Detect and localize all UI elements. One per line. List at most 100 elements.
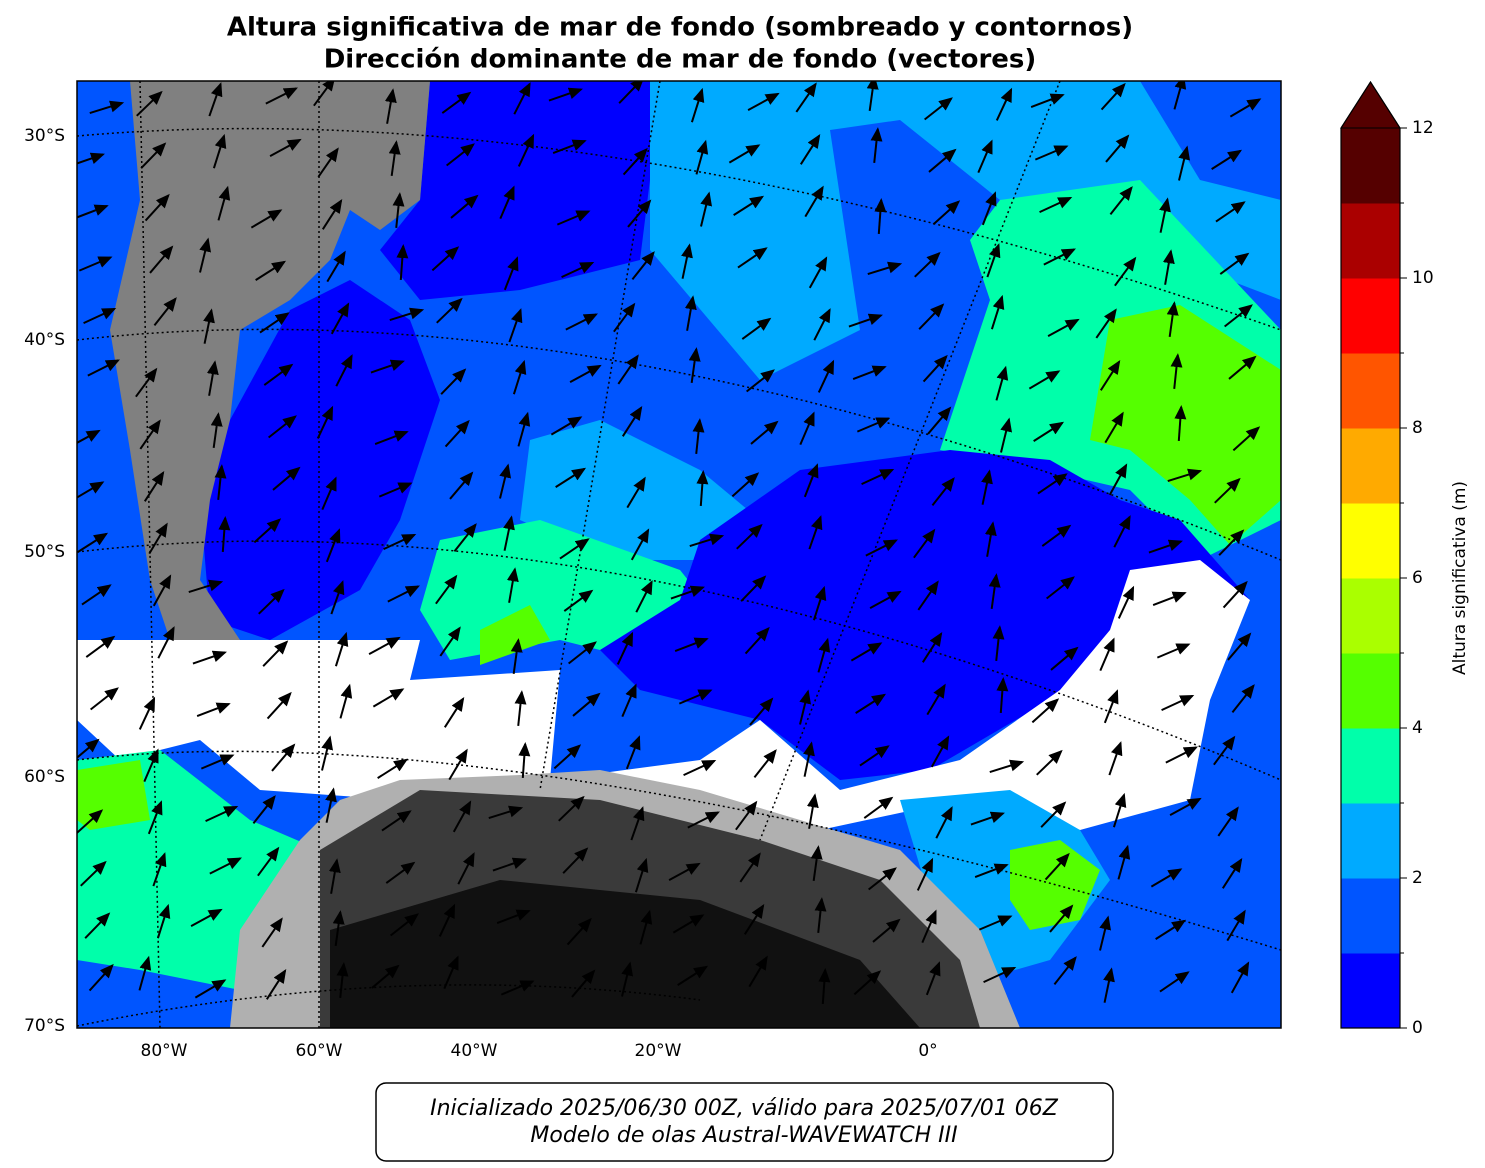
vector (618, 81, 645, 104)
vector (1047, 318, 1080, 338)
vector (735, 800, 758, 831)
vector (804, 185, 824, 218)
vector (1178, 145, 1191, 181)
vector (448, 748, 468, 781)
vector (390, 913, 419, 937)
vector (500, 980, 535, 996)
vector (1117, 844, 1131, 880)
vector (799, 411, 815, 446)
vector (863, 796, 894, 819)
vector (335, 354, 353, 387)
vector (517, 411, 531, 447)
vector (321, 735, 334, 771)
vector (913, 528, 936, 559)
vector (80, 860, 107, 887)
vector (1159, 971, 1190, 993)
vector (136, 90, 163, 117)
vector (874, 198, 887, 235)
vector (1050, 646, 1079, 671)
vector (856, 417, 891, 433)
vector (371, 964, 400, 989)
vector (143, 748, 159, 783)
vector (737, 247, 768, 269)
vector (681, 243, 693, 279)
vector (513, 82, 531, 115)
vector (334, 631, 349, 667)
vector (743, 904, 765, 935)
vector (995, 365, 1009, 401)
vector (806, 793, 819, 829)
map-frame (76, 80, 1282, 1029)
vector (1150, 868, 1183, 888)
region-2m (650, 81, 1281, 380)
vector (1214, 477, 1241, 504)
colorbar-band (1341, 428, 1400, 504)
lon-label: 40°W (451, 1041, 498, 1061)
vector (252, 795, 276, 824)
vector (508, 308, 523, 343)
vector (733, 195, 765, 216)
vector (750, 420, 779, 445)
vector (372, 688, 405, 708)
vector (866, 81, 879, 111)
vector (1173, 81, 1187, 110)
vector (1099, 360, 1121, 391)
colorbar-band (1341, 278, 1400, 354)
vector (817, 359, 835, 393)
vector (983, 966, 1017, 984)
vector (1104, 411, 1124, 444)
vector (677, 965, 709, 986)
vector (514, 690, 527, 727)
vector (325, 787, 337, 823)
vector (1231, 684, 1255, 713)
vector (271, 743, 296, 772)
vector (148, 522, 168, 555)
vector (518, 742, 531, 779)
vector (77, 204, 109, 219)
vector (1117, 585, 1135, 619)
vector (812, 585, 827, 621)
vector (808, 256, 828, 289)
colorbar-band (1341, 128, 1400, 204)
vector (1046, 576, 1075, 600)
vector (1108, 463, 1128, 496)
vector (196, 702, 231, 718)
vector (992, 625, 1005, 662)
vector (1159, 197, 1171, 233)
vector (571, 969, 596, 998)
vector (687, 811, 720, 829)
vector (988, 573, 1001, 609)
vector (868, 867, 897, 891)
vector (995, 87, 1013, 121)
vector (639, 909, 653, 945)
vector (916, 857, 934, 891)
vector (383, 533, 417, 551)
vector (970, 811, 1005, 826)
colorbar-band (1341, 803, 1400, 879)
vector (1103, 967, 1115, 1003)
vector (90, 687, 119, 711)
vector (262, 640, 289, 667)
vector (209, 857, 242, 875)
vector (135, 367, 158, 398)
vector (627, 199, 652, 228)
vector (330, 302, 350, 335)
lon-label: 0° (918, 1041, 937, 1061)
vector (989, 759, 1025, 773)
colorbar-tick-label: 8 (1412, 418, 1423, 438)
vector (621, 406, 643, 437)
vector (269, 138, 302, 158)
vector (1167, 468, 1203, 482)
vector (561, 261, 595, 279)
vector (1219, 252, 1250, 275)
vector (265, 969, 287, 1000)
colorbar-tick-label: 0 (1412, 1018, 1423, 1038)
vector (263, 363, 294, 386)
vector (678, 689, 713, 705)
vector (453, 523, 477, 552)
vector (741, 317, 772, 340)
map (77, 81, 1281, 1028)
vector (621, 683, 637, 718)
vector (443, 697, 465, 728)
vector (558, 795, 585, 822)
